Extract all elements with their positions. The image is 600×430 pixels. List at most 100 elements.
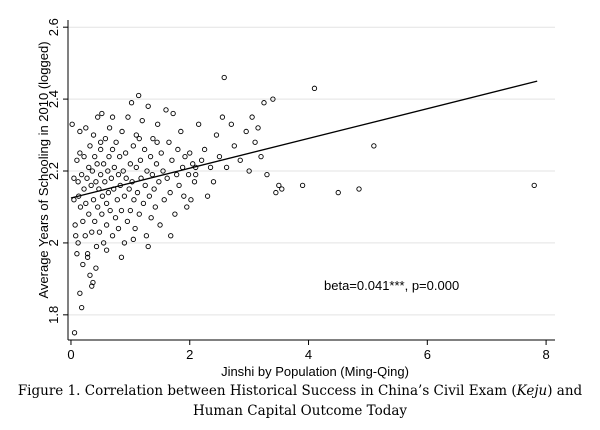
data-point — [356, 186, 362, 192]
data-point — [145, 243, 151, 250]
data-point — [255, 125, 261, 131]
data-point — [153, 161, 160, 167]
data-point — [276, 182, 282, 189]
data-point — [119, 128, 125, 135]
data-point — [246, 168, 252, 174]
data-point — [139, 118, 145, 124]
x-tick-label: 6 — [424, 347, 431, 362]
data-point — [182, 153, 188, 160]
data-point — [118, 207, 125, 214]
data-point — [88, 182, 94, 189]
data-point — [154, 139, 160, 145]
data-point — [151, 186, 157, 192]
data-point — [120, 168, 126, 174]
data-point — [86, 164, 92, 171]
data-point — [190, 161, 196, 167]
data-point — [74, 251, 80, 257]
data-point — [143, 233, 150, 239]
data-point — [130, 143, 136, 149]
data-point — [115, 225, 122, 232]
data-point — [109, 233, 116, 239]
data-point — [155, 121, 161, 127]
data-point — [228, 121, 234, 127]
data-point — [96, 229, 103, 235]
data-point — [167, 189, 173, 196]
data-point — [204, 193, 211, 199]
data-point — [175, 146, 181, 153]
data-point — [170, 110, 176, 117]
data-point — [185, 171, 192, 178]
data-point — [126, 186, 132, 192]
y-tick-label: 2.4 — [46, 90, 61, 108]
data-point — [207, 164, 214, 171]
data-point — [118, 254, 125, 260]
data-point — [140, 200, 147, 207]
y-tick-label: 2 — [46, 239, 61, 246]
data-point — [128, 100, 135, 106]
data-point — [150, 136, 156, 142]
data-point — [102, 136, 109, 142]
data-point — [531, 182, 537, 189]
data-point — [80, 218, 86, 224]
beta-annotation: beta=0.041***, p=0.000 — [324, 278, 459, 293]
data-point — [93, 179, 99, 185]
data-point — [103, 222, 110, 228]
data-point — [174, 171, 180, 178]
data-point — [132, 225, 138, 232]
data-point — [279, 186, 285, 192]
data-point — [92, 153, 98, 160]
data-point — [252, 139, 258, 145]
data-point — [127, 207, 134, 214]
data-point — [188, 197, 194, 203]
data-point — [99, 110, 105, 117]
data-point — [103, 200, 110, 207]
data-point — [181, 193, 187, 199]
data-point — [273, 189, 279, 196]
data-point — [106, 153, 112, 160]
data-point — [270, 96, 276, 102]
data-point — [198, 157, 205, 163]
data-point — [172, 211, 178, 217]
data-point — [86, 211, 92, 217]
data-point — [79, 304, 85, 311]
data-point — [115, 171, 122, 178]
data-points — [69, 74, 537, 336]
data-point — [221, 74, 227, 81]
data-point — [95, 114, 101, 120]
data-point — [169, 157, 175, 163]
data-point — [149, 171, 155, 178]
data-point — [258, 153, 264, 160]
data-point — [196, 121, 202, 127]
data-point — [145, 103, 151, 109]
data-point — [156, 179, 162, 185]
data-point — [144, 168, 150, 174]
data-point — [136, 136, 142, 142]
data-point — [122, 150, 129, 156]
data-point — [73, 233, 79, 239]
data-point — [137, 157, 144, 163]
y-tick-label: 2.2 — [46, 162, 61, 180]
data-point — [237, 157, 243, 163]
data-point — [103, 247, 110, 253]
data-point — [81, 186, 87, 192]
data-point — [249, 114, 255, 120]
caption-line-1-post: ) and — [547, 383, 583, 399]
data-point — [89, 283, 95, 289]
data-point — [90, 197, 97, 203]
data-point — [201, 146, 208, 153]
data-point — [121, 193, 128, 199]
data-point — [106, 125, 113, 131]
data-point — [84, 175, 90, 181]
caption-line-1-pre: Figure 1. Correlation between Historical… — [17, 383, 517, 399]
data-point — [223, 164, 230, 171]
scatter-chart: 1.8 2 2.2 2.4 2.6 0 2 4 6 8 beta=0.041***, p=0.0… — [36, 18, 555, 379]
data-point — [146, 193, 153, 199]
data-point — [133, 164, 139, 171]
data-point — [94, 161, 100, 167]
x-tick-label: 2 — [186, 347, 193, 362]
data-point — [184, 204, 190, 210]
data-point — [93, 265, 99, 271]
data-point — [335, 189, 341, 196]
data-point — [113, 139, 119, 145]
data-point — [193, 171, 199, 178]
